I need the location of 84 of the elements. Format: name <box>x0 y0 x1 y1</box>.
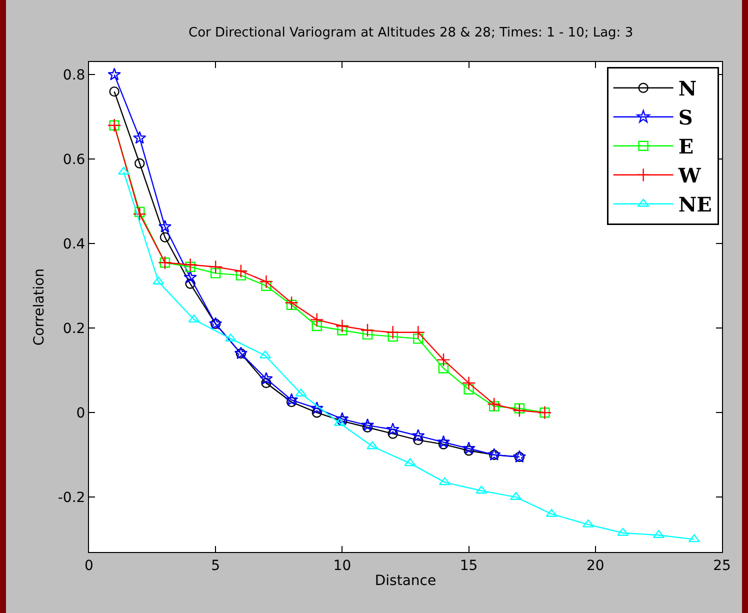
point <box>210 268 221 278</box>
point <box>487 397 502 412</box>
point <box>688 534 700 542</box>
point <box>360 323 374 338</box>
point <box>234 264 248 278</box>
point <box>334 418 346 426</box>
point <box>312 408 322 418</box>
point <box>261 378 272 388</box>
point <box>412 428 425 442</box>
point <box>295 388 307 396</box>
point <box>188 314 200 323</box>
point <box>462 442 476 454</box>
point <box>152 276 164 285</box>
point <box>476 486 488 494</box>
point <box>260 372 273 385</box>
point <box>436 352 450 367</box>
point <box>436 435 450 448</box>
point <box>335 319 350 333</box>
y-tick-label: 0.8 <box>62 68 86 84</box>
point <box>413 334 424 344</box>
x-tick-label: 25 <box>713 558 731 574</box>
point <box>183 258 198 272</box>
point <box>411 325 426 340</box>
point <box>286 396 297 408</box>
point <box>582 519 594 528</box>
y-tick-label: 0.6 <box>62 152 86 168</box>
point <box>510 492 522 500</box>
x-tick-label: 20 <box>586 558 604 574</box>
chart-title: Cor Directional Variogram at Altitudes 28 & 28; Times: 1 - 10; Lag: 3 <box>188 26 634 41</box>
point <box>208 260 222 274</box>
point <box>284 393 298 406</box>
point <box>284 296 298 310</box>
legend-label: E <box>678 134 694 159</box>
point <box>134 206 145 218</box>
x-tick-label: 10 <box>333 558 352 574</box>
point <box>259 274 274 289</box>
point <box>134 158 145 168</box>
y-tick-label: 0.2 <box>62 321 86 338</box>
point <box>413 434 424 446</box>
legend-label: S <box>678 106 693 130</box>
point <box>336 412 349 425</box>
point <box>464 384 474 394</box>
y-tick-label: 0 <box>76 406 86 422</box>
point <box>438 439 449 450</box>
point <box>546 508 558 517</box>
y-tick-label: 0.4 <box>62 236 86 253</box>
point <box>514 403 525 414</box>
point <box>388 428 398 439</box>
point <box>438 363 449 374</box>
point <box>185 278 196 289</box>
x-tick-label: 15 <box>460 558 478 574</box>
point <box>312 320 322 332</box>
point <box>337 325 348 336</box>
point <box>310 401 324 414</box>
point <box>617 528 629 536</box>
point <box>386 325 400 340</box>
point <box>108 68 121 80</box>
point <box>133 131 146 144</box>
legend-label: W <box>677 164 702 188</box>
point <box>464 446 474 456</box>
point <box>118 166 130 175</box>
y-axis-title: Correlation <box>31 268 48 346</box>
x-tick-label: 5 <box>211 558 220 574</box>
point <box>158 220 172 232</box>
legend-label: NE <box>678 192 712 217</box>
point <box>512 404 526 418</box>
point <box>360 418 374 431</box>
legend-label: N <box>678 76 697 101</box>
point <box>362 422 373 432</box>
point <box>184 270 197 284</box>
point <box>132 207 147 221</box>
x-axis-title: Distance <box>374 573 436 590</box>
point <box>386 422 400 436</box>
point <box>236 270 246 280</box>
point <box>462 376 476 390</box>
y-tick-label: -0.2 <box>58 490 86 506</box>
point <box>404 458 416 466</box>
point <box>310 312 324 327</box>
point <box>366 441 378 450</box>
point <box>160 232 170 242</box>
point <box>286 300 297 310</box>
point <box>109 86 120 97</box>
point <box>185 262 196 272</box>
point <box>489 401 500 412</box>
